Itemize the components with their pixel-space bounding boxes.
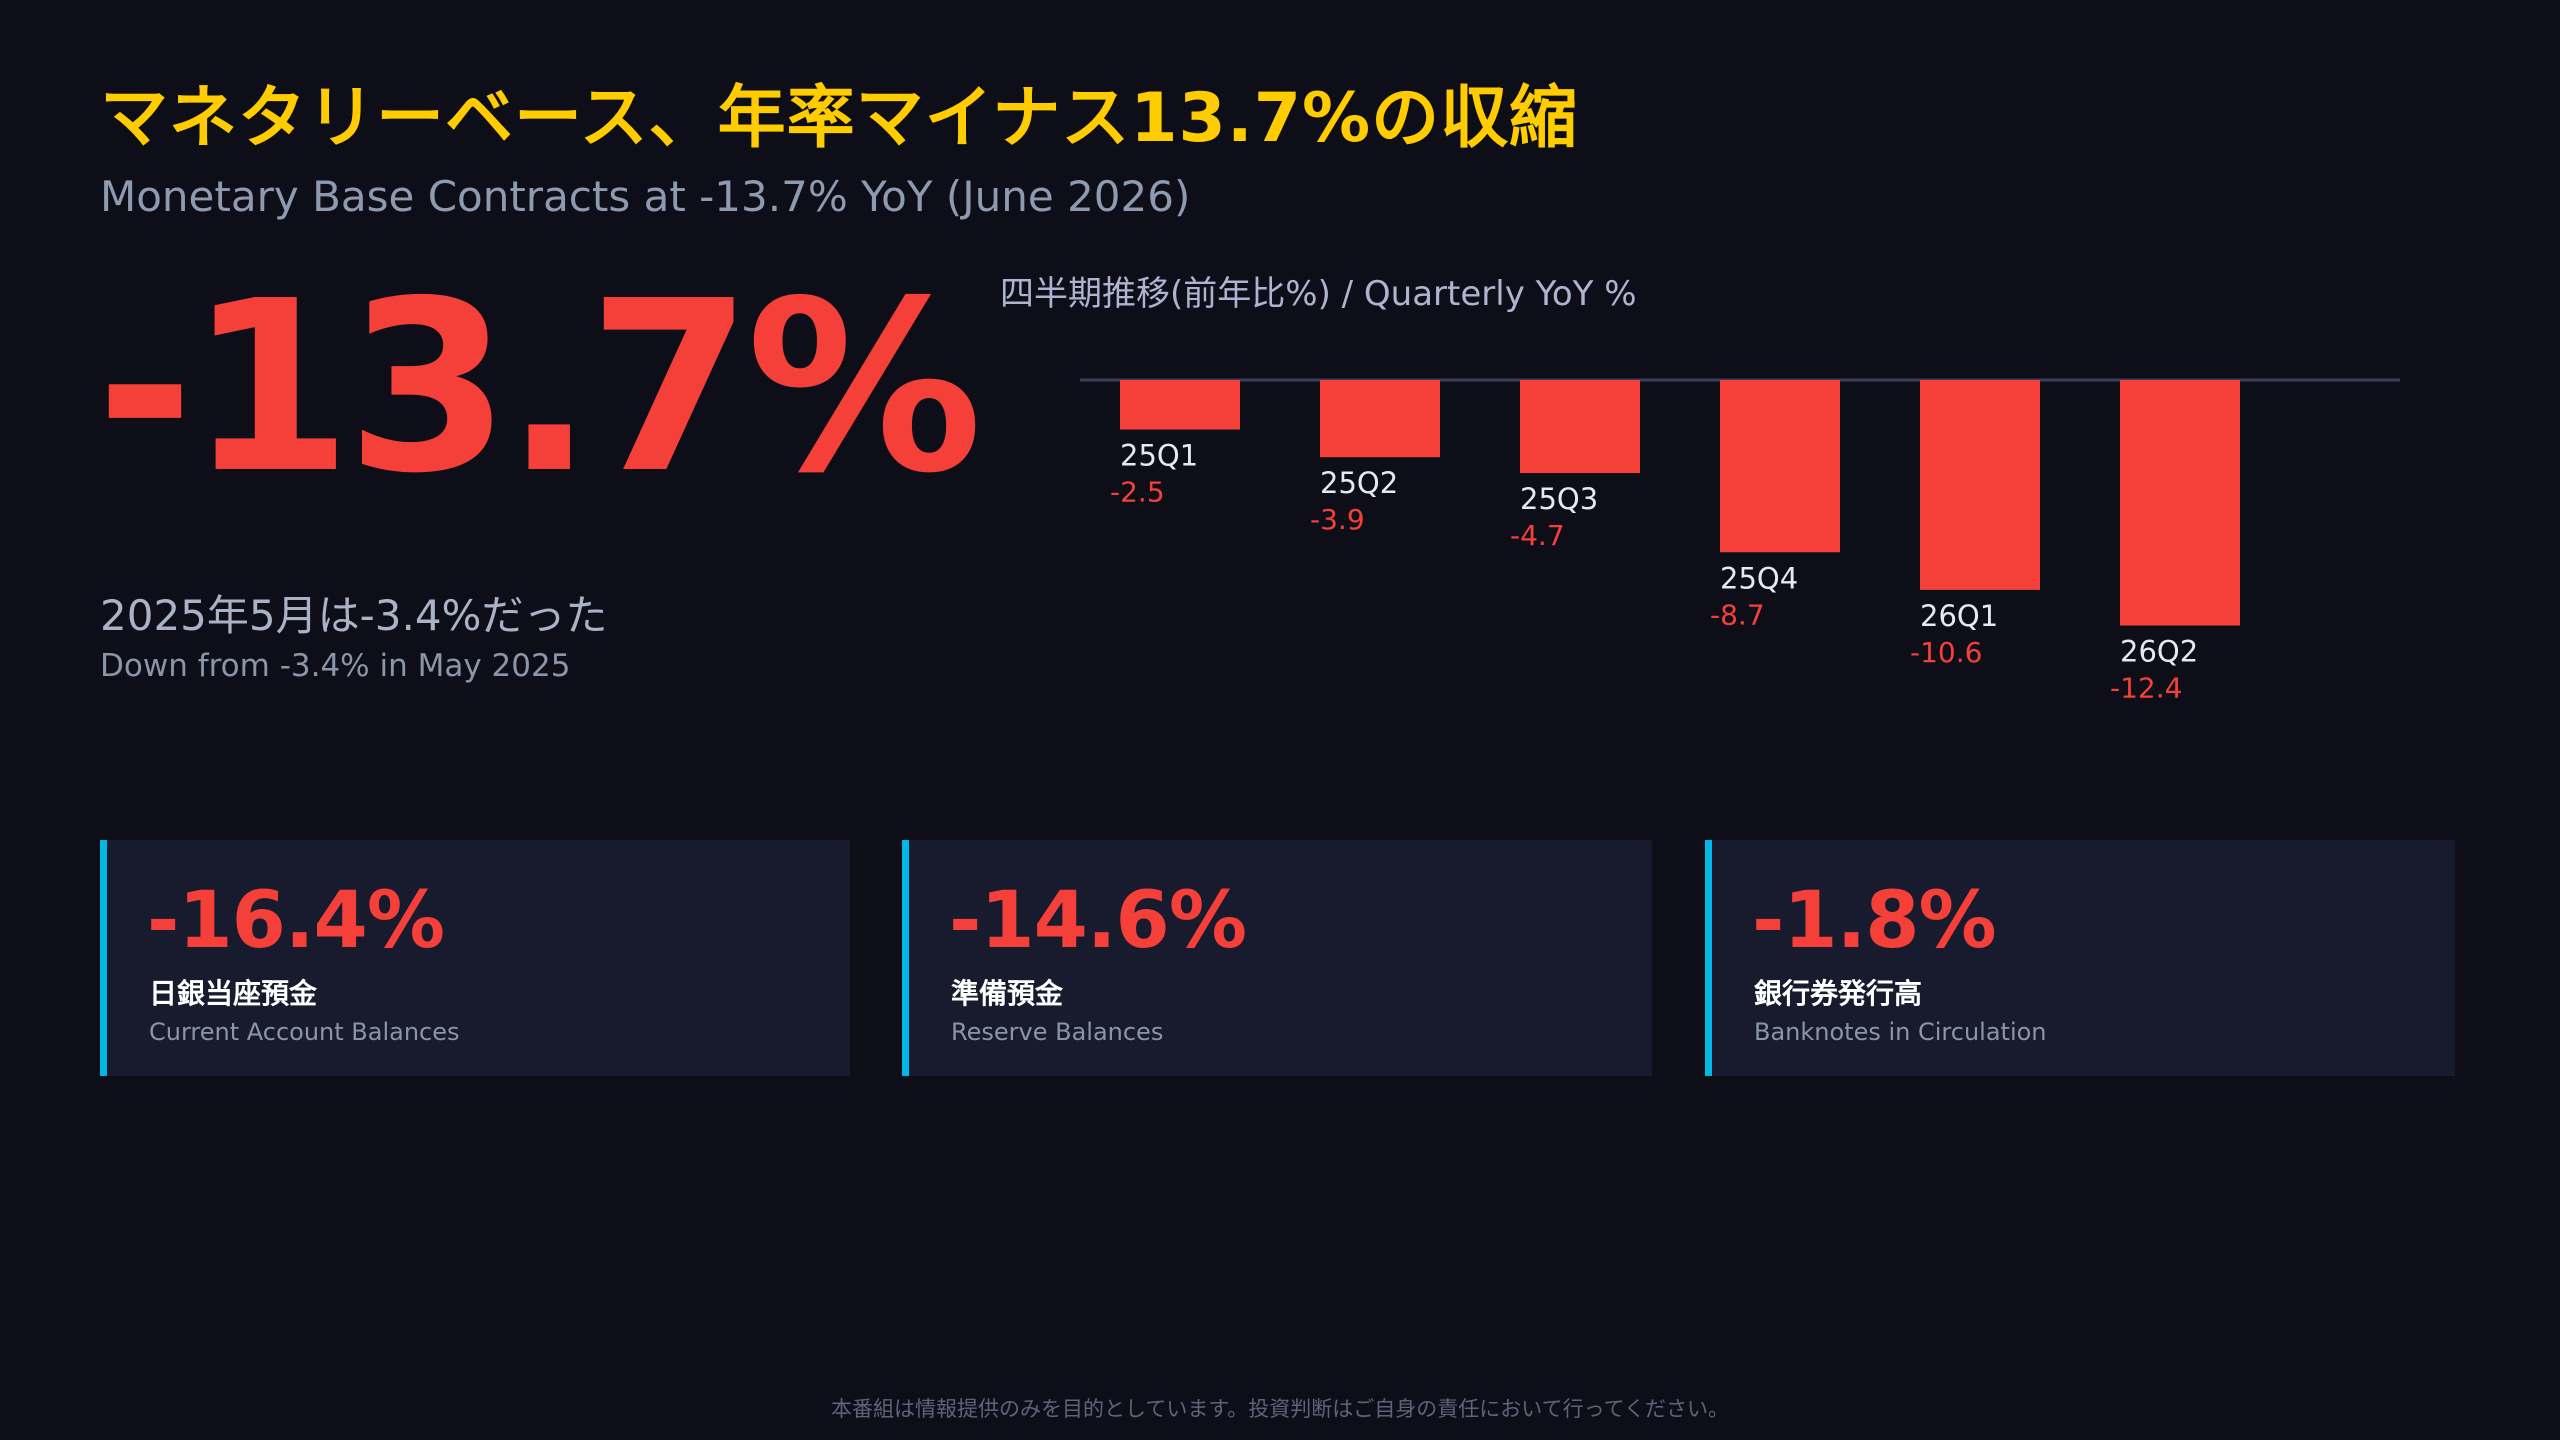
quarterly-bar-chart: 25Q1-2.5 25Q2-3.9 25Q3-4.7 25Q4-8.7 26Q1-10.… — [1080, 378, 2400, 705]
category-label-26Q2: 26Q2 — [2120, 635, 2198, 669]
value-label-26Q1: -10.6 — [1910, 636, 1982, 669]
metric-label-en: Banknotes in Circulation — [1754, 1018, 2047, 1046]
headline-value: -13.7% — [96, 250, 983, 525]
comparison-en: Down from -3.4% in May 2025 — [100, 648, 571, 684]
metric-value: -1.8% — [1752, 876, 1997, 966]
bar-25Q3 — [1520, 380, 1640, 474]
chart-title: 四半期推移(前年比%) / Quarterly YoY % — [1000, 274, 1637, 314]
category-label-26Q1: 26Q1 — [1920, 599, 1998, 633]
page-title: マネタリーベース、年率マイナス13.7%の収縮 — [100, 79, 1579, 158]
metric-label-ja: 日銀当座預金 — [149, 977, 318, 1010]
metric-value: -16.4% — [147, 876, 445, 966]
page-subtitle: Monetary Base Contracts at -13.7% YoY (J… — [100, 172, 1191, 221]
bar-25Q1 — [1120, 380, 1240, 430]
bar-25Q4 — [1720, 380, 1840, 553]
disclaimer: 本番組は情報提供のみを目的としています。投資判断はご自身の責任において行ってくだ… — [831, 1397, 1729, 1421]
metric-label-ja: 銀行券発行高 — [1754, 977, 1923, 1010]
category-label-25Q2: 25Q2 — [1320, 466, 1398, 500]
value-label-26Q2: -12.4 — [2110, 672, 2182, 705]
metric-label-en: Current Account Balances — [149, 1018, 460, 1046]
category-label-25Q1: 25Q1 — [1120, 439, 1198, 473]
value-label-25Q1: -2.5 — [1110, 476, 1165, 509]
metric-label-en: Reserve Balances — [951, 1018, 1164, 1046]
value-label-25Q3: -4.7 — [1510, 519, 1565, 552]
metric-card-banknotes: -1.8% 銀行券発行高 Banknotes in Circulation — [1705, 840, 2455, 1076]
bar-26Q2 — [2120, 380, 2240, 626]
comparison-ja: 2025年5月は-3.4%だった — [100, 591, 608, 640]
category-label-25Q4: 25Q4 — [1720, 561, 1798, 595]
value-label-25Q2: -3.9 — [1310, 503, 1365, 536]
bar-25Q2 — [1320, 380, 1440, 458]
category-label-25Q3: 25Q3 — [1520, 482, 1598, 516]
metric-value: -14.6% — [949, 876, 1247, 966]
metric-card-current-account: -16.4% 日銀当座預金 Current Account Balances — [100, 840, 850, 1076]
metric-card-reserve: -14.6% 準備預金 Reserve Balances — [902, 840, 1652, 1076]
bar-26Q1 — [1920, 380, 2040, 590]
metric-label-ja: 準備預金 — [951, 977, 1064, 1010]
value-label-25Q4: -8.7 — [1710, 598, 1765, 631]
